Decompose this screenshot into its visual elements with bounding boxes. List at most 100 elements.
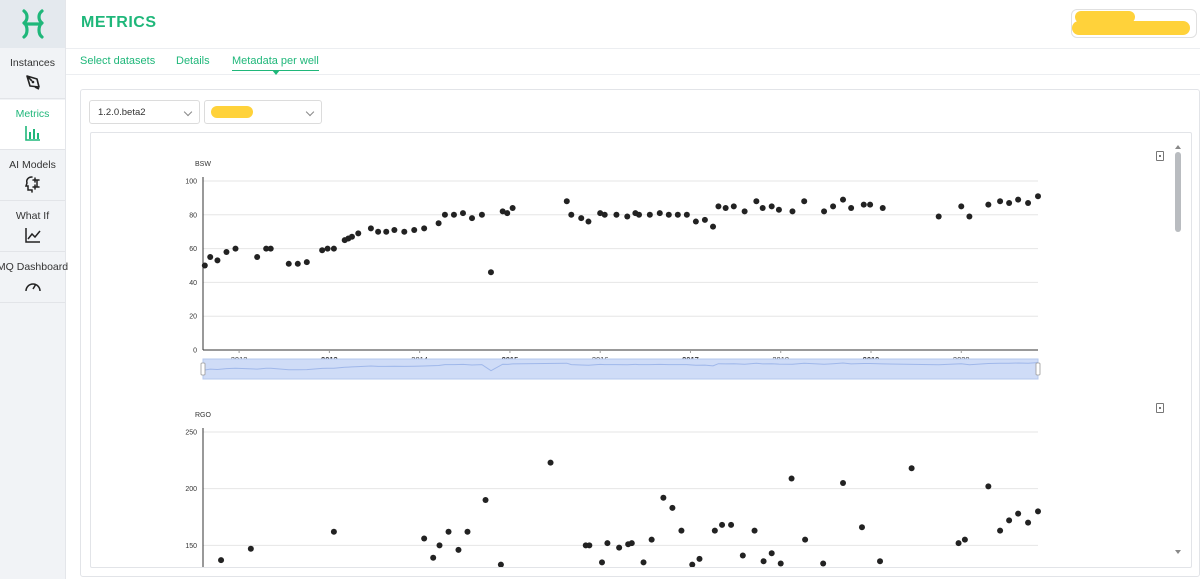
data-point bbox=[355, 230, 362, 237]
data-point bbox=[801, 198, 808, 205]
data-point bbox=[775, 206, 782, 213]
data-point bbox=[997, 527, 1004, 534]
data-point bbox=[1015, 510, 1022, 517]
data-point bbox=[760, 558, 767, 565]
data-point bbox=[848, 205, 855, 212]
scroll-up-arrow-icon[interactable] bbox=[1175, 145, 1181, 149]
sidebar-item-label: MQ Dashboard bbox=[0, 261, 69, 273]
data-point bbox=[985, 201, 992, 208]
tab-select-datasets[interactable]: Select datasets bbox=[80, 55, 156, 67]
data-point bbox=[789, 208, 796, 215]
well-select[interactable] bbox=[204, 100, 322, 124]
data-point bbox=[768, 550, 775, 557]
data-point bbox=[683, 211, 690, 218]
redacted-user-name bbox=[1075, 11, 1135, 23]
sidebar-item-ai-models[interactable]: AI Models bbox=[0, 151, 65, 201]
data-point bbox=[218, 557, 225, 564]
data-point bbox=[985, 483, 992, 490]
redacted-well-name bbox=[211, 106, 253, 118]
navigator-series-line bbox=[204, 362, 1039, 372]
y-tick-label: 60 bbox=[189, 246, 197, 253]
export-icon[interactable] bbox=[1156, 151, 1164, 161]
data-point bbox=[601, 211, 608, 218]
data-point bbox=[624, 213, 631, 220]
bar-chart-icon bbox=[24, 124, 42, 147]
scrollbar-thumb[interactable] bbox=[1175, 152, 1181, 232]
data-point bbox=[319, 247, 326, 254]
data-point bbox=[719, 521, 726, 528]
metadata-panel: 1.2.0.beta2 BSW0204060801002012201320142… bbox=[80, 89, 1200, 577]
data-point bbox=[604, 540, 611, 547]
data-point bbox=[568, 211, 575, 218]
data-point bbox=[1015, 196, 1022, 203]
app-logo[interactable] bbox=[0, 0, 65, 48]
version-select[interactable]: 1.2.0.beta2 bbox=[89, 100, 200, 124]
data-point bbox=[375, 228, 382, 235]
data-point bbox=[751, 527, 758, 534]
data-point bbox=[330, 528, 337, 535]
data-point bbox=[597, 210, 604, 217]
data-point bbox=[728, 521, 735, 528]
chevron-down-icon bbox=[183, 107, 193, 117]
data-point bbox=[585, 218, 592, 225]
data-point bbox=[391, 227, 398, 234]
top-header: METRICS bbox=[66, 0, 1200, 49]
data-point bbox=[741, 208, 748, 215]
data-point bbox=[294, 260, 301, 267]
vertical-scrollbar[interactable] bbox=[1174, 145, 1182, 555]
sidebar-item-metrics[interactable]: Metrics bbox=[0, 100, 65, 150]
data-point bbox=[701, 216, 708, 223]
pen-tool-icon bbox=[24, 73, 42, 96]
data-point bbox=[547, 459, 554, 466]
data-point bbox=[464, 528, 471, 535]
sidebar-item-label: What If bbox=[15, 210, 50, 222]
tab-metadata-per-well[interactable]: Metadata per well bbox=[232, 55, 319, 71]
data-point bbox=[935, 213, 942, 220]
data-point bbox=[598, 559, 605, 566]
scroll-down-arrow-icon[interactable] bbox=[1175, 550, 1181, 554]
navigator-selection bbox=[202, 358, 1039, 380]
data-point bbox=[487, 269, 494, 276]
y-tick-label: 40 bbox=[189, 280, 197, 287]
sidebar-item-mq-dashboard[interactable]: MQ Dashboard bbox=[0, 253, 69, 303]
data-point bbox=[247, 545, 254, 552]
data-point bbox=[441, 211, 448, 218]
data-point bbox=[711, 527, 718, 534]
data-point bbox=[710, 223, 717, 230]
y-tick-label: 0 bbox=[193, 348, 197, 355]
data-point bbox=[1025, 519, 1032, 526]
data-point bbox=[879, 205, 886, 212]
y-tick-label: 20 bbox=[189, 314, 197, 321]
tab-details[interactable]: Details bbox=[176, 55, 210, 67]
data-point bbox=[613, 211, 620, 218]
data-point bbox=[955, 540, 962, 547]
navigator-handle-right bbox=[1035, 362, 1041, 376]
sidebar-item-instances[interactable]: Instances bbox=[0, 49, 65, 99]
data-point bbox=[367, 225, 374, 232]
data-point bbox=[411, 227, 418, 234]
y-tick-label: 150 bbox=[185, 543, 197, 550]
data-point bbox=[232, 245, 239, 252]
data-point bbox=[722, 205, 729, 212]
data-point bbox=[578, 215, 585, 222]
gauge-icon bbox=[24, 277, 42, 300]
data-point bbox=[692, 218, 699, 225]
data-point bbox=[563, 198, 570, 205]
data-point bbox=[860, 201, 867, 208]
data-point bbox=[324, 245, 331, 252]
user-menu[interactable] bbox=[1071, 9, 1197, 38]
charts-canvas: BSW0204060801002012201320142015201620172… bbox=[185, 161, 1041, 567]
data-point bbox=[958, 203, 965, 210]
sidebar-item-label: Metrics bbox=[15, 108, 50, 120]
data-point bbox=[254, 254, 261, 261]
sidebar-item-what-if[interactable]: What If bbox=[0, 202, 65, 252]
sidebar-item-label: Instances bbox=[10, 57, 55, 69]
export-icon[interactable] bbox=[1156, 403, 1164, 413]
data-point bbox=[1006, 199, 1013, 206]
page-title: METRICS bbox=[81, 14, 157, 31]
y-tick-label: 200 bbox=[185, 486, 197, 493]
y-tick-label: 250 bbox=[185, 430, 197, 437]
data-point bbox=[223, 248, 230, 255]
data-point bbox=[636, 211, 643, 218]
data-point bbox=[820, 560, 827, 567]
